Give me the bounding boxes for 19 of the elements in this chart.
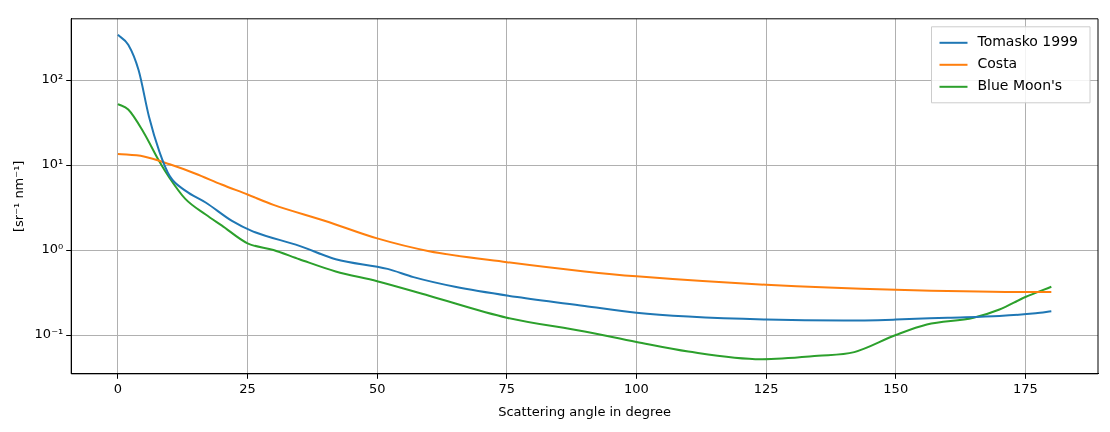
x-tick-label: 25	[239, 380, 256, 396]
x-tick-label: 125	[753, 380, 779, 396]
legend-label: Tomasko 1999	[976, 33, 1079, 50]
y-tick-label: 10⁻¹	[34, 326, 64, 342]
x-tick-label: 150	[883, 380, 909, 396]
x-tick-label: 100	[624, 380, 649, 396]
x-tick-label: 175	[1012, 380, 1038, 396]
x-tick-label: 75	[498, 380, 516, 396]
line-series	[116, 103, 1053, 361]
line-series	[116, 152, 1053, 294]
y-tick-label: 10²	[41, 71, 64, 87]
legend-label: Costa	[977, 55, 1018, 72]
x-tick-label: 50	[368, 380, 386, 396]
y-tick-label: 10⁰	[41, 241, 64, 257]
y-axis-title: [sr⁻¹ nm⁻¹]	[11, 160, 27, 233]
x-tick-label: 0	[113, 380, 123, 396]
y-tick-label: 10¹	[41, 156, 64, 172]
legend-label: Blue Moon's	[977, 77, 1063, 94]
x-axis-title: Scattering angle in degree	[498, 403, 672, 419]
